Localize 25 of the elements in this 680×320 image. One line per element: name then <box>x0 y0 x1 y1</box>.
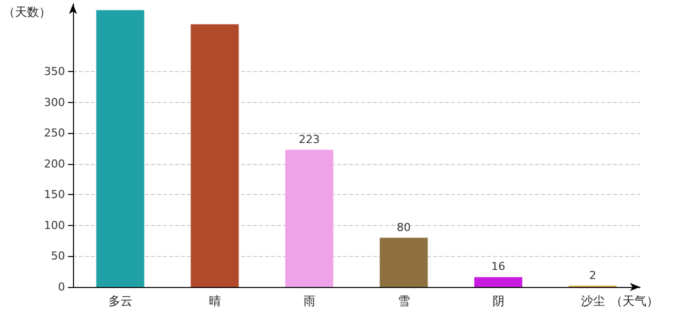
y-tick-label: 250 <box>44 126 65 140</box>
y-tick-label: 350 <box>44 65 65 78</box>
x-tick-label: 雨 <box>303 294 316 308</box>
y-tick-label: 50 <box>51 250 65 263</box>
data-label: 16 <box>491 260 506 274</box>
data-label: 223 <box>298 132 320 146</box>
x-tick-label: 沙尘 <box>580 294 605 308</box>
y-tick-label: 150 <box>44 188 65 202</box>
x-tick-label: 晴 <box>208 294 221 308</box>
x-tick-label: 阴 <box>492 294 504 308</box>
bar <box>285 150 334 287</box>
y-tick-label: 200 <box>44 157 65 170</box>
y-tick-label: 300 <box>44 96 65 109</box>
y-tick-label: 100 <box>44 218 65 232</box>
data-label: 2 <box>589 268 596 282</box>
data-label: 80 <box>396 220 411 234</box>
bar <box>96 10 144 287</box>
x-axis-title: （天气） <box>610 294 659 308</box>
y-axis-title: （天数） <box>3 5 51 19</box>
x-tick-label: 多云 <box>108 294 132 308</box>
y-tick-label: 0 <box>58 280 65 294</box>
bar <box>474 277 522 287</box>
bar <box>380 238 428 287</box>
bar <box>190 24 239 287</box>
x-tick-label: 雪 <box>398 294 410 308</box>
